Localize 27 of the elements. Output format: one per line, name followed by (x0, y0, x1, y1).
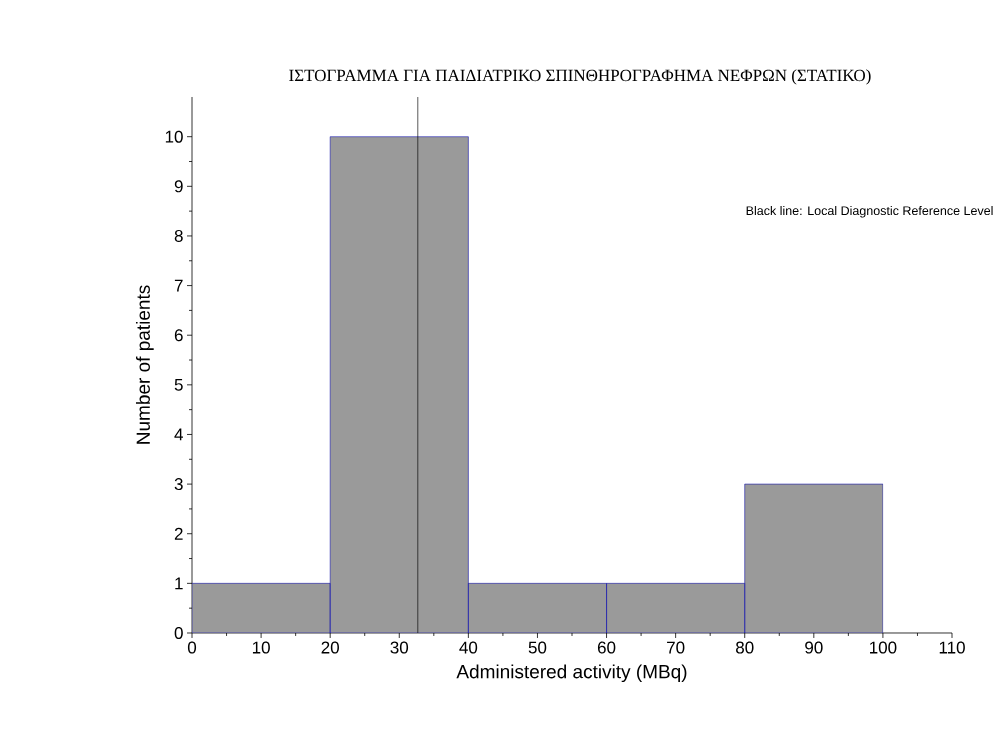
y-tick-label: 10 (165, 130, 183, 143)
x-tick-label: 90 (805, 641, 823, 654)
y-tick-label: 0 (174, 626, 183, 640)
x-tick-label: 30 (390, 641, 409, 654)
x-tick-label: 40 (459, 641, 478, 654)
y-tick-label: 3 (174, 478, 183, 491)
x-tick-label: 0 (187, 641, 197, 654)
y-tick-label: 9 (174, 180, 183, 193)
y-tick-label: 7 (174, 279, 183, 292)
annotation: Black line: Local Diagnostic Reference Level (746, 205, 993, 218)
x-tick-label: 80 (736, 641, 754, 654)
x-tick-label: 10 (252, 641, 270, 654)
x-tick-label: 50 (528, 641, 547, 654)
y-tick-label: 4 (174, 428, 183, 441)
y-tick-label: 1 (175, 577, 183, 590)
y-tick-label: 8 (174, 229, 183, 242)
x-tick-label: 70 (667, 641, 685, 654)
y-tick-label: 5 (174, 378, 183, 391)
x-tick-label: 110 (939, 641, 965, 654)
y-axis-title: Number of patients (135, 285, 154, 444)
x-tick-label: 100 (870, 641, 897, 654)
chart-title: ΙΣΤΟΓΡΑΜΜΑ ΓΙΑ ΠΑΙΔΙΑΤΡΙΚΟ ΣΠΙΝΘΗΡΟΓΡΑΦΗΜΑ ΝΕΦΡΩΝ (ΣΤΑΤΙΚΟ) (289, 69, 871, 85)
x-axis-title: Administered activity (MBq) (456, 664, 687, 683)
x-tick-label: 60 (597, 641, 616, 654)
x-tick-label: 20 (321, 641, 339, 654)
y-tick-label: 6 (174, 329, 183, 342)
y-tick-label: 2 (174, 527, 183, 540)
